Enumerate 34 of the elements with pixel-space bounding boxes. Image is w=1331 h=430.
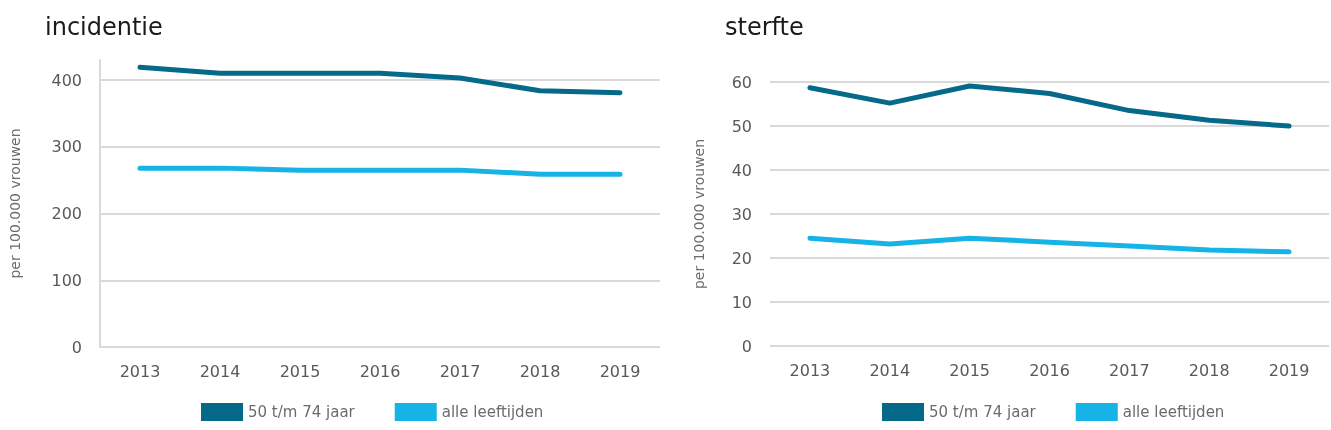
y-tick-label: 100 xyxy=(51,270,82,290)
legend-label: alle leeftijden xyxy=(441,403,544,421)
x-tick-label: 2019 xyxy=(599,361,641,381)
y-tick-label: 400 xyxy=(51,70,82,90)
y-axis-title: per 100.000 vrouwen xyxy=(7,128,23,279)
x-tick-label: 2013 xyxy=(789,360,831,380)
legend-label: 50 t/m 74 jaar xyxy=(248,403,356,421)
y-tick-label: 0 xyxy=(741,336,752,356)
y-axis-title: per 100.000 vrouwen xyxy=(691,138,707,290)
x-tick-label: 2015 xyxy=(949,360,990,380)
y-tick-label: 40 xyxy=(731,160,752,180)
x-tick-label: 2017 xyxy=(1109,360,1150,380)
x-tick-label: 2017 xyxy=(439,361,481,381)
y-tick-label: 60 xyxy=(731,72,752,92)
x-tick-label: 2018 xyxy=(1188,360,1230,380)
x-tick-label: 2016 xyxy=(359,361,401,381)
y-tick-label: 0 xyxy=(71,337,82,357)
y-tick-label: 50 xyxy=(731,116,752,136)
x-tick-label: 2013 xyxy=(119,361,161,381)
y-tick-label: 30 xyxy=(731,204,752,224)
chart-title: sterfte xyxy=(725,13,804,41)
y-tick-label: 200 xyxy=(51,204,82,224)
legend-label: alle leeftijden xyxy=(1122,403,1225,421)
x-tick-label: 2016 xyxy=(1029,360,1070,380)
x-tick-label: 2014 xyxy=(869,360,911,380)
x-tick-label: 2014 xyxy=(199,361,241,381)
y-tick-label: 20 xyxy=(731,248,752,268)
x-tick-label: 2018 xyxy=(519,361,561,381)
x-tick-label: 2015 xyxy=(279,361,321,381)
legend-label: 50 t/m 74 jaar xyxy=(929,403,1037,421)
y-tick-label: 300 xyxy=(51,137,82,157)
chart-title: incidentie xyxy=(45,13,163,41)
x-tick-label: 2019 xyxy=(1268,360,1310,380)
y-tick-label: 10 xyxy=(731,292,752,312)
